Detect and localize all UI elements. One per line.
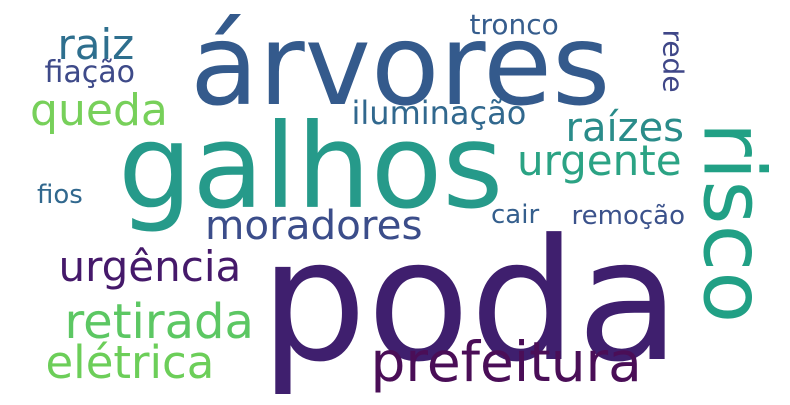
word-moradores: moradores [205, 201, 423, 249]
word-remocao: remoção [571, 201, 685, 231]
word-rede: rede [656, 29, 690, 93]
word-iluminacao: iluminação [351, 94, 527, 132]
word-retirada: retirada [64, 294, 254, 350]
word-galhos: galhos [118, 97, 504, 235]
word-urgencia: urgência [58, 242, 242, 291]
word-tronco: tronco [469, 8, 559, 41]
word-urgente: urgente [517, 136, 682, 185]
word-fios: fios [37, 180, 83, 210]
word-fiacao: fiação [44, 55, 136, 90]
word-cair: cair [491, 200, 540, 230]
word-risco: risco [682, 121, 782, 323]
word-raiz: raiz [57, 20, 135, 69]
word-arvores: árvores [190, 1, 611, 131]
word-eletrica: elétrica [45, 336, 215, 389]
word-prefeitura: prefeitura [370, 330, 642, 394]
word-raizes: raízes [565, 105, 685, 151]
word-queda: queda [30, 84, 168, 136]
word-poda: poda [260, 203, 680, 399]
